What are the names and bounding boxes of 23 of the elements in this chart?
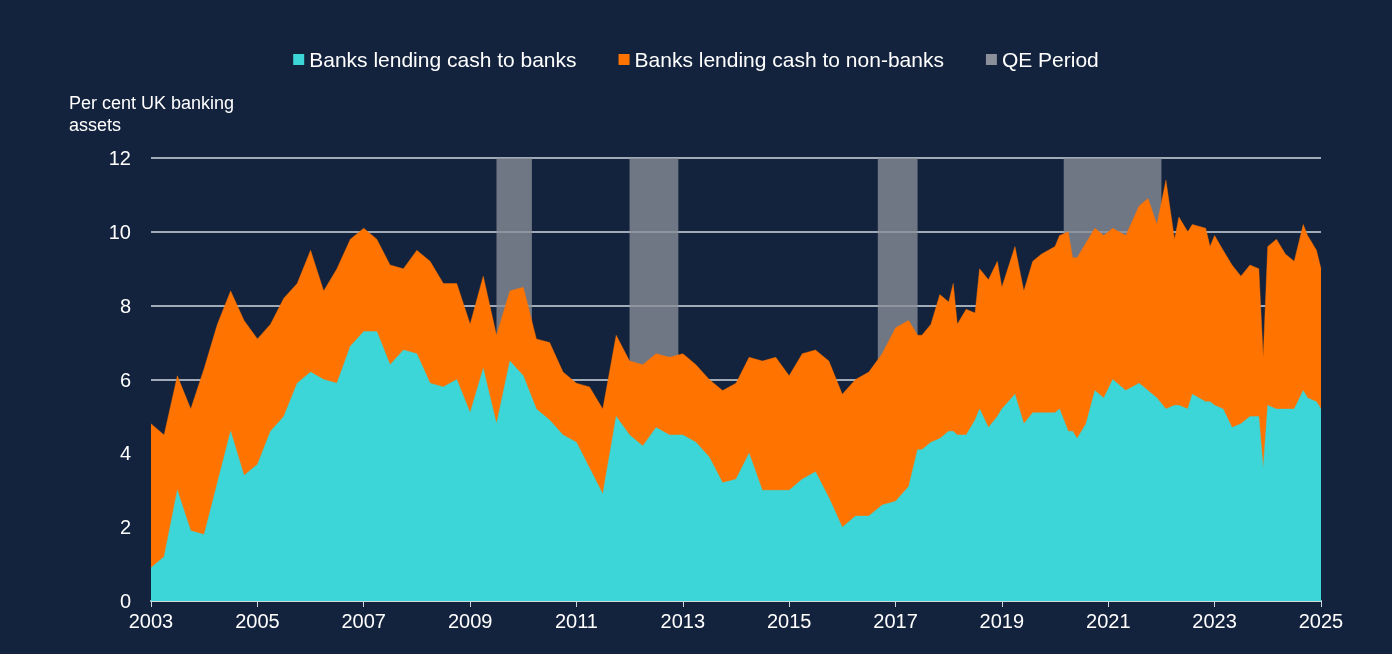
legend-label: Banks lending cash to banks: [309, 48, 577, 71]
y-tick-label: 0: [119, 590, 131, 612]
legend-label: Banks lending cash to non-banks: [634, 48, 944, 71]
y-tick-label: 12: [108, 147, 131, 169]
x-tick-label: 2017: [873, 610, 918, 632]
y-tick-label: 10: [108, 220, 131, 243]
x-tick-label: 2011: [554, 610, 598, 632]
x-tick-label: 2019: [979, 610, 1025, 632]
y-tick-label: 4: [119, 442, 131, 465]
x-tick-label: 2015: [766, 610, 812, 632]
legend-label: QE Period: [1001, 48, 1099, 71]
y-tick-label: 6: [119, 368, 131, 391]
x-tick-label: 2025: [1298, 610, 1344, 632]
x-tick-label: 2009: [447, 610, 493, 632]
x-tick-label: 2007: [341, 610, 386, 632]
x-tick-label: 2021: [1086, 610, 1131, 632]
y-axis-title: Per cent UK banking assets: [69, 93, 240, 135]
x-tick-label: 2023: [1192, 610, 1237, 632]
y-tick-label: 8: [119, 294, 131, 317]
x-tick-label: 2013: [660, 610, 706, 632]
y-tick-label: 2: [119, 516, 131, 539]
x-tick-label: 2005: [235, 610, 280, 632]
x-tick-label: 2003: [128, 610, 174, 632]
